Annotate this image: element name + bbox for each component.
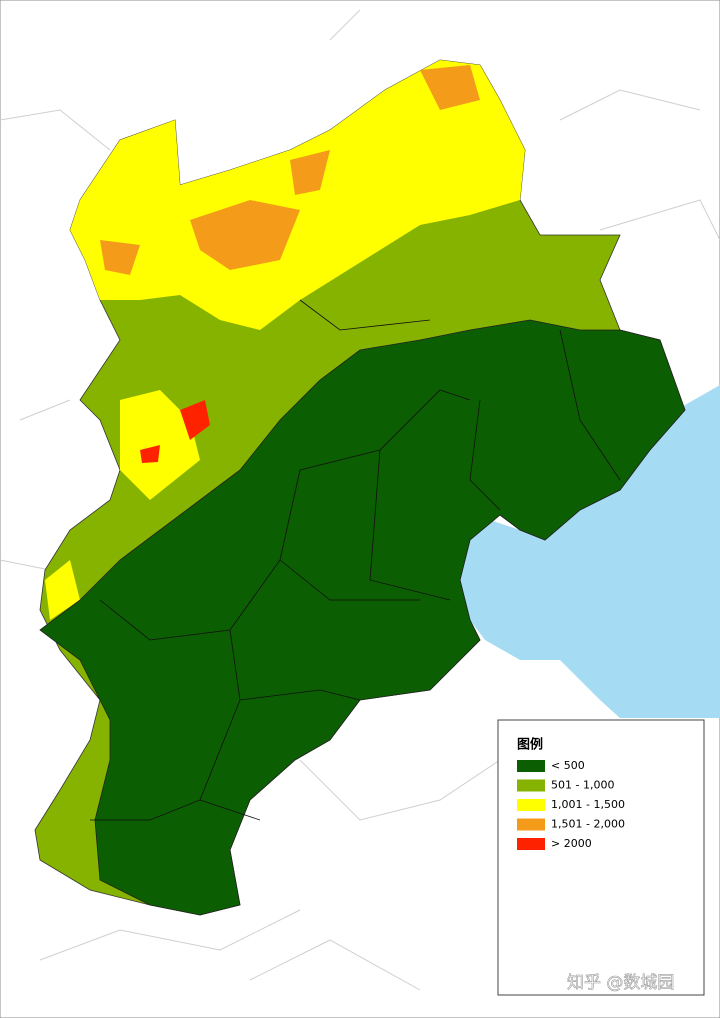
legend-label: 1,501 - 2,000 <box>551 818 625 831</box>
legend-title: 图例 <box>517 737 543 753</box>
legend-label: 501 - 1,000 <box>551 779 614 792</box>
legend-items: < 500 501 - 1,000 1,001 - 1,500 1,501 - 2,0… <box>517 759 625 850</box>
legend-label: 1,001 - 1,500 <box>551 798 625 811</box>
legend-swatch <box>517 760 545 772</box>
legend-swatch <box>517 838 545 850</box>
legend-swatch <box>517 818 545 831</box>
region-yellow <box>45 60 525 620</box>
legend-label: < 500 <box>551 759 585 772</box>
watermark: 知乎 @数城园 <box>567 973 674 993</box>
legend-swatch <box>517 799 545 811</box>
region-orange <box>100 65 480 275</box>
region-red <box>140 400 210 463</box>
legend-swatch <box>517 779 545 792</box>
legend-label: > 2000 <box>551 837 592 850</box>
neighbor-borders <box>0 9 720 991</box>
admin-borders <box>90 299 621 821</box>
region-dark-green <box>39 319 686 916</box>
sea <box>460 385 720 718</box>
